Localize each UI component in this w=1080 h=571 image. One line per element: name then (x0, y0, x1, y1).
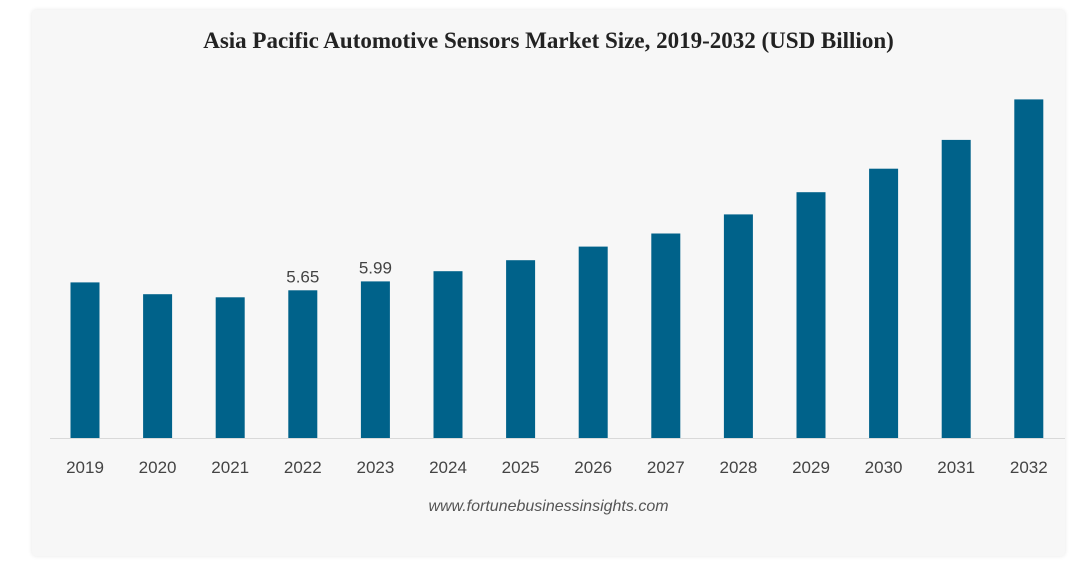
bar-2032 (1014, 99, 1044, 439)
x-tick-label-2025: 2025 (502, 458, 540, 477)
bar-2019 (70, 282, 100, 438)
x-tick-label-2020: 2020 (139, 458, 177, 477)
bar-2031 (941, 139, 971, 438)
bar-2030 (869, 168, 899, 438)
x-tick-label-2019: 2019 (66, 458, 104, 477)
chart-title: Asia Pacific Automotive Sensors Market S… (203, 28, 894, 53)
bar-2022 (288, 290, 318, 438)
x-tick-label-2030: 2030 (865, 458, 903, 477)
bar-2024 (433, 271, 463, 438)
bar-2029 (796, 192, 826, 438)
bar-2026 (578, 246, 608, 438)
x-tick-label-2031: 2031 (937, 458, 975, 477)
bar-2028 (723, 214, 753, 438)
x-tick-label-2028: 2028 (719, 458, 757, 477)
bar-2020 (143, 294, 173, 438)
x-tick-label-2021: 2021 (211, 458, 249, 477)
x-tick-label-2032: 2032 (1010, 458, 1048, 477)
chart-card: Asia Pacific Automotive Sensors Market S… (32, 10, 1065, 556)
x-tick-label-2022: 2022 (284, 458, 322, 477)
x-tick-label-2029: 2029 (792, 458, 830, 477)
data-label-2023: 5.99 (359, 258, 392, 277)
bar-2027 (651, 233, 681, 438)
x-tick-label-2027: 2027 (647, 458, 685, 477)
x-tick-label-2026: 2026 (574, 458, 612, 477)
source-credit: www.fortunebusinessinsights.com (428, 498, 669, 515)
x-tick-label-2024: 2024 (429, 458, 467, 477)
x-tick-label-2023: 2023 (356, 458, 394, 477)
bar-2021 (215, 297, 245, 438)
bar-2025 (506, 260, 536, 438)
bar-chart: 2019 2020 2021 2022 5.65 2023 5.99 2024 2025 2026… (50, 99, 1065, 477)
bar-2023 (360, 281, 390, 438)
data-label-2022: 5.65 (286, 267, 319, 286)
